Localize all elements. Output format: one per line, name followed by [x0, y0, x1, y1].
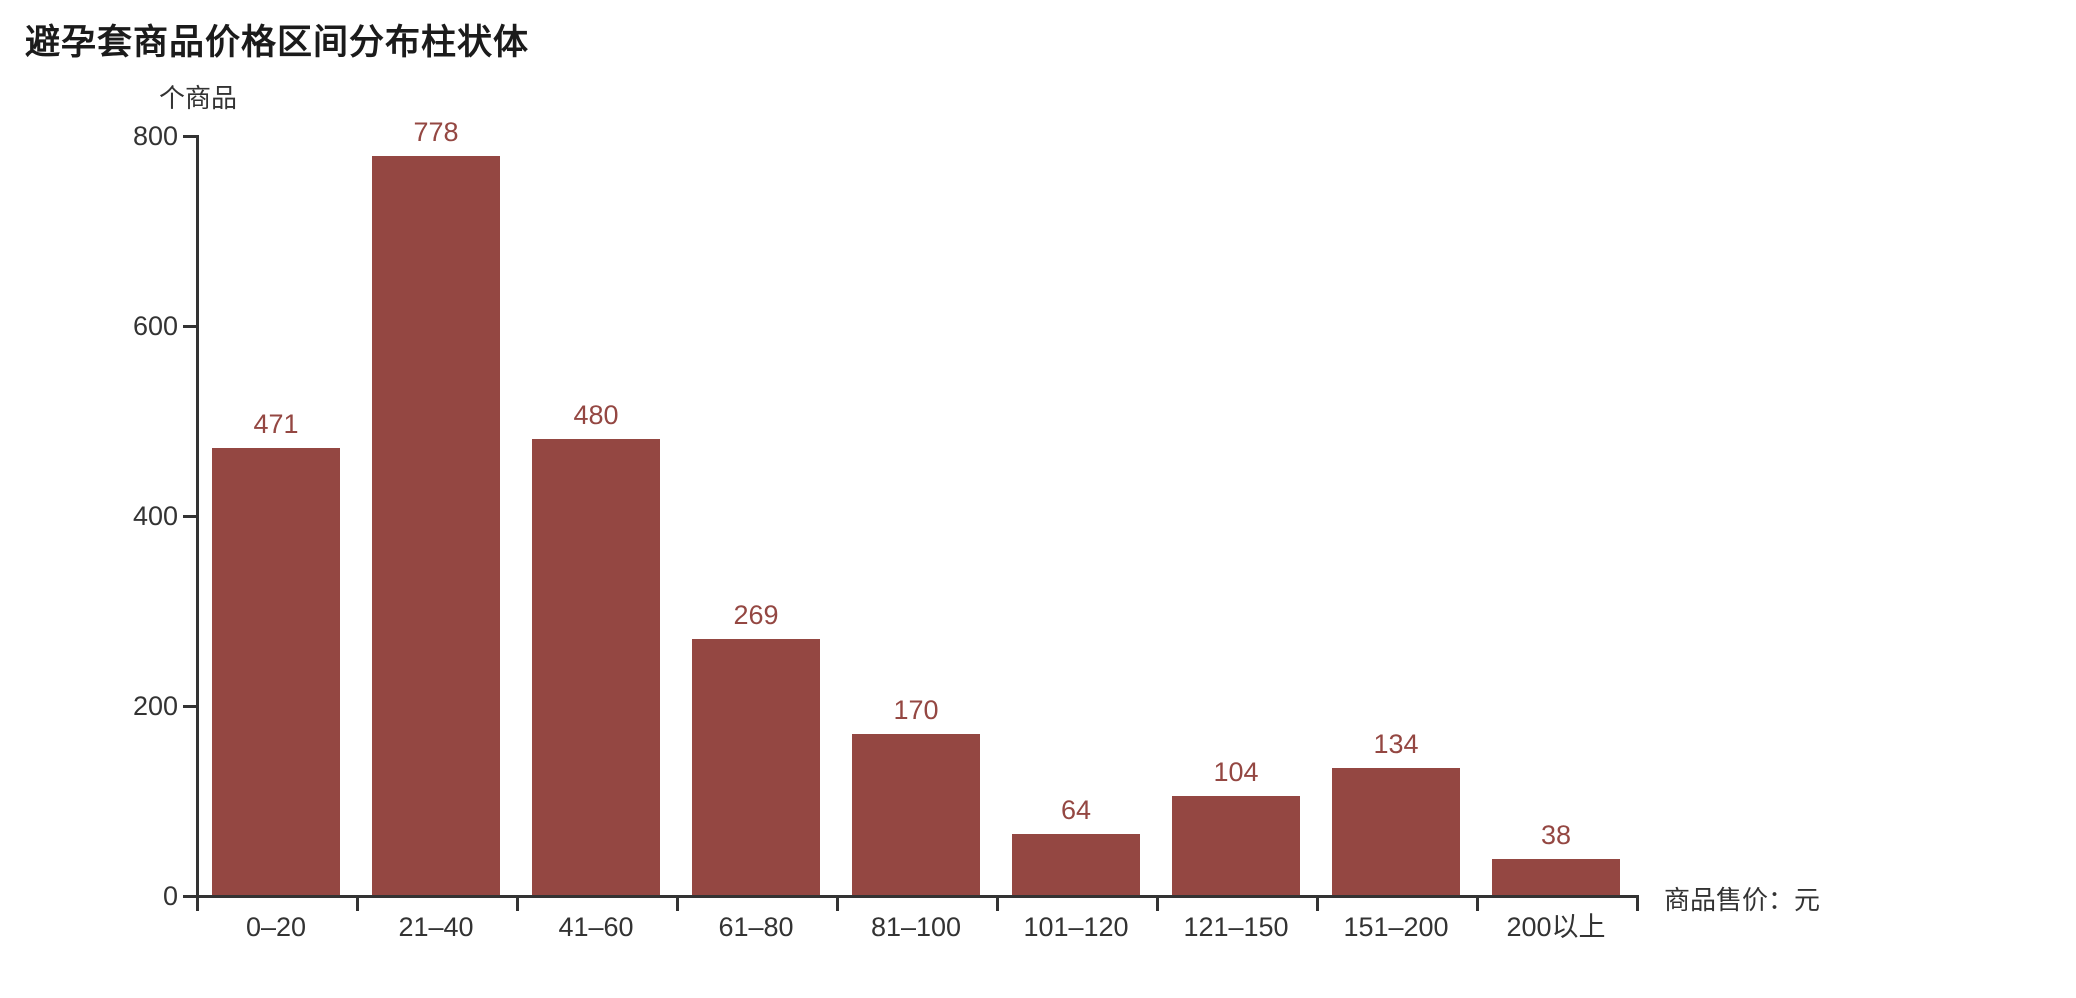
- bar-value-label: 471: [253, 408, 299, 439]
- x-axis-title: 商品售价：元: [1664, 885, 1821, 915]
- bar: [1172, 796, 1300, 895]
- x-axis-tick: [196, 898, 199, 911]
- y-axis-unit-label: 个商品: [158, 83, 238, 113]
- x-tick-label: 61–80: [718, 912, 794, 942]
- x-tick-label: 121–150: [1183, 912, 1289, 942]
- y-tick-label: 0: [162, 881, 178, 911]
- y-axis-tick: [183, 895, 196, 898]
- x-tick-label: 41–60: [558, 912, 634, 942]
- y-axis-tick: [183, 705, 196, 708]
- y-tick-label: 400: [132, 501, 178, 531]
- y-axis-tick: [183, 325, 196, 328]
- bar-value-label: 38: [1540, 819, 1572, 850]
- bar-value-label: 134: [1373, 728, 1419, 759]
- x-tick-label: 21–40: [398, 912, 474, 942]
- bar: [1332, 767, 1460, 895]
- x-axis-tick: [996, 898, 999, 911]
- y-tick-label: 200: [132, 691, 178, 721]
- x-axis-tick: [356, 898, 359, 911]
- bar: [1492, 858, 1620, 895]
- bar-value-label: 778: [413, 116, 459, 147]
- x-tick-label: 0–20: [245, 912, 307, 942]
- y-axis-tick: [183, 135, 196, 138]
- x-axis-tick: [676, 898, 679, 911]
- x-tick-label: 200以上: [1506, 912, 1606, 942]
- x-tick-label: 101–120: [1023, 912, 1129, 942]
- x-axis-line: [196, 895, 1639, 898]
- x-axis-tick: [1156, 898, 1159, 911]
- bar-value-label: 269: [733, 600, 779, 631]
- chart-title: 避孕套商品价格区间分布柱状体: [25, 23, 530, 62]
- y-tick-label: 600: [132, 311, 178, 341]
- y-tick-label: 800: [132, 121, 178, 151]
- x-axis-tick: [1476, 898, 1479, 911]
- y-axis-tick: [183, 515, 196, 518]
- x-axis-tick: [836, 898, 839, 911]
- x-axis-tick: [1316, 898, 1319, 911]
- bar-value-label: 104: [1213, 757, 1259, 788]
- x-axis-tick: [1636, 898, 1639, 911]
- bar-value-label: 64: [1060, 795, 1092, 826]
- x-tick-label: 81–100: [870, 912, 962, 942]
- bar: [532, 439, 660, 895]
- y-axis-line: [196, 135, 199, 898]
- bar-value-label: 170: [893, 694, 939, 725]
- x-tick-label: 151–200: [1343, 912, 1449, 942]
- bar: [1012, 834, 1140, 895]
- x-axis-tick: [516, 898, 519, 911]
- bar-value-label: 480: [573, 400, 619, 430]
- bar: [852, 733, 980, 895]
- bar: [692, 639, 820, 895]
- bar: [372, 155, 500, 895]
- bar: [212, 447, 340, 895]
